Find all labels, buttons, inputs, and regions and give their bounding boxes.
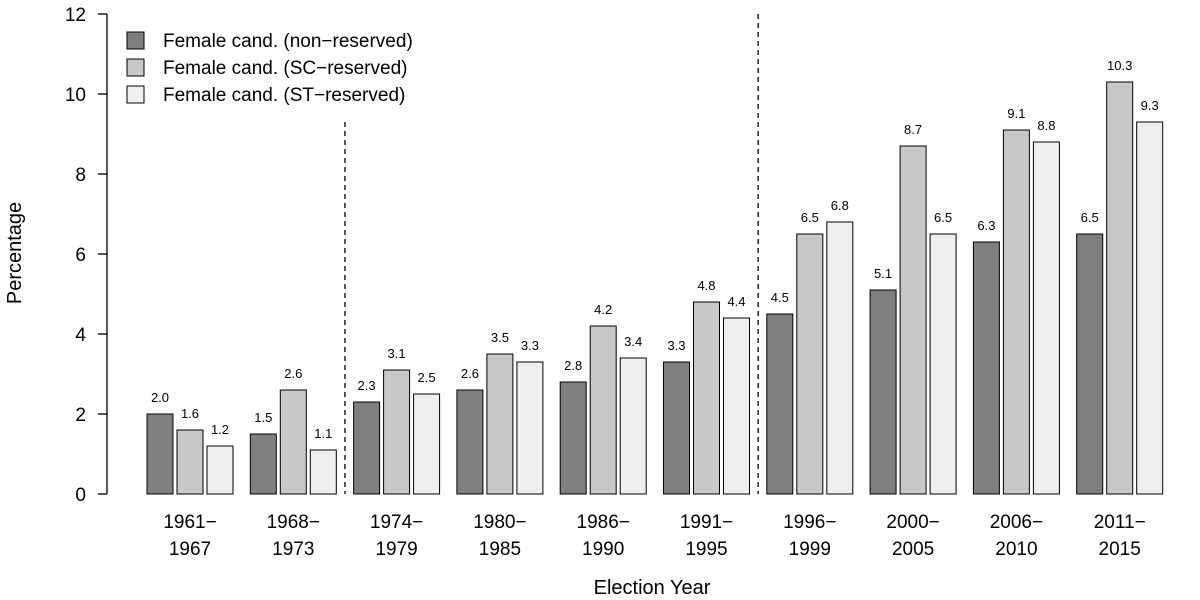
bar-value-label-s3-c1: 1.2	[211, 422, 229, 437]
legend-label-2: Female cand. (SC−reserved)	[163, 58, 407, 79]
bar-value-label-s1-c7: 4.5	[771, 290, 789, 305]
legend-swatch-3	[126, 85, 145, 104]
bar-value-label-s1-c4: 2.6	[461, 366, 479, 381]
bar-s2-c5	[589, 325, 617, 495]
bars-layer	[146, 81, 1164, 495]
bar-value-label-s1-c3: 2.3	[358, 378, 376, 393]
x-tick-label-6: 1991− 1995	[680, 512, 733, 560]
x-tick-label-2: 1968− 1973	[267, 512, 320, 560]
x-tick-label-7: 1996− 1999	[783, 512, 836, 560]
bar-s1-c7	[766, 313, 794, 495]
bar-s1-c3	[353, 401, 381, 495]
y-tick-label: 0	[75, 485, 86, 506]
legend-label-1: Female cand. (non−reserved)	[163, 31, 413, 52]
y-axis-title: Percentage	[4, 202, 26, 304]
y-tick-label: 4	[75, 325, 86, 346]
x-tick-label-8: 2000− 2005	[886, 512, 939, 560]
bar-labels-layer: 2.0 1.6 1.2 1.5 2.6 1.1 2.3 3.1 2.5 2.6 3.5 3.3 2.8 4…	[151, 58, 1159, 441]
bar-s1-c6	[663, 361, 690, 495]
bar-s2-c3	[383, 369, 411, 495]
bar-value-label-s1-c2: 1.5	[254, 410, 272, 425]
bar-s1-c5	[559, 381, 587, 495]
bar-value-label-s1-c1: 2.0	[151, 390, 169, 405]
bar-value-label-s2-c10: 10.3	[1107, 58, 1132, 73]
legend-background	[108, 22, 453, 120]
x-tick-label-1: 1961− 1967	[163, 512, 216, 560]
bar-value-label-s3-c5: 3.4	[624, 334, 642, 349]
bar-s2-c10	[1106, 81, 1134, 495]
x-tick-label-9: 2006− 2010	[990, 512, 1043, 560]
bar-s3-c9	[1032, 141, 1060, 495]
bar-value-label-s2-c9: 9.1	[1007, 106, 1025, 121]
bar-value-label-s3-c3: 2.5	[418, 370, 436, 385]
bar-s3-c3	[413, 393, 441, 495]
bar-s1-c9	[972, 241, 1000, 495]
bar-value-label-s3-c8: 6.5	[934, 210, 952, 225]
dividers-layer	[344, 14, 759, 494]
y-tick-label: 8	[75, 165, 86, 186]
bar-value-label-s1-c9: 6.3	[977, 218, 995, 233]
bar-value-label-s3-c2: 1.1	[314, 426, 332, 441]
y-tick-label: 12	[65, 5, 86, 26]
bar-value-label-s3-c9: 8.8	[1037, 118, 1055, 133]
bar-value-label-s3-c7: 6.8	[831, 198, 849, 213]
bar-value-label-s2-c8: 8.7	[904, 122, 922, 137]
bar-s3-c6	[723, 317, 750, 495]
bar-value-label-s2-c5: 4.2	[594, 302, 612, 317]
bar-s2-c2	[279, 389, 307, 495]
bar-s3-c8	[929, 233, 957, 495]
legend-swatch-2	[126, 58, 145, 77]
bar-s2-c4	[486, 353, 514, 495]
bar-s1-c2	[249, 433, 277, 495]
x-axis-title: Election Year	[594, 577, 711, 599]
y-tick-label: 6	[75, 245, 86, 266]
bar-s2-c8	[899, 145, 927, 495]
bar-value-label-s3-c4: 3.3	[521, 338, 539, 353]
bar-s2-c1	[176, 429, 204, 495]
y-tick-label: 10	[65, 85, 86, 106]
bar-s2-c9	[1002, 129, 1030, 495]
bar-value-label-s2-c3: 3.1	[388, 346, 406, 361]
bar-value-label-s2-c2: 2.6	[284, 366, 302, 381]
bar-value-label-s2-c4: 3.5	[491, 330, 509, 345]
bar-s3-c2	[309, 449, 337, 495]
bar-s2-c6	[693, 301, 720, 495]
bar-s3-c5	[619, 357, 647, 495]
bar-value-label-s1-c10: 6.5	[1081, 210, 1099, 225]
bar-s3-c1	[206, 445, 234, 495]
bar-s1-c1	[146, 413, 174, 495]
x-tick-label-3: 1974− 1979	[370, 512, 423, 560]
bar-s3-c10	[1136, 121, 1164, 495]
x-tick-label-4: 1980− 1985	[473, 512, 526, 560]
bar-s3-c4	[516, 361, 544, 495]
bar-value-label-s2-c7: 6.5	[801, 210, 819, 225]
bar-value-label-s2-c1: 1.6	[181, 406, 199, 421]
legend: Female cand. (non−reserved) Female cand. …	[108, 22, 453, 120]
bar-s1-c8	[869, 289, 897, 495]
bar-value-label-s3-c10: 9.3	[1141, 98, 1159, 113]
bar-value-label-s3-c6: 4.4	[727, 294, 745, 309]
bar-value-label-s1-c5: 2.8	[564, 358, 582, 373]
bar-s3-c7	[826, 221, 854, 495]
legend-swatch-1	[126, 31, 145, 50]
bar-value-label-s2-c6: 4.8	[697, 278, 715, 293]
legend-label-3: Female cand. (ST−reserved)	[163, 85, 405, 106]
y-tick-label: 2	[75, 405, 86, 426]
x-tick-label-10: 2011− 2015	[1094, 512, 1146, 560]
bar-s2-c7	[796, 233, 824, 495]
bar-value-label-s1-c6: 3.3	[667, 338, 685, 353]
x-tick-label-5: 1986− 1990	[577, 512, 630, 560]
bar-value-label-s1-c8: 5.1	[874, 266, 892, 281]
bar-s1-c10	[1076, 233, 1104, 495]
y-axis: 0 2 4 6 8 10 12	[65, 5, 108, 506]
x-axis-tick-labels: 1961− 1967 1968− 1973 1974− 1979 1980− 1985 1986…	[163, 512, 1145, 560]
bar-s1-c4	[456, 389, 484, 495]
